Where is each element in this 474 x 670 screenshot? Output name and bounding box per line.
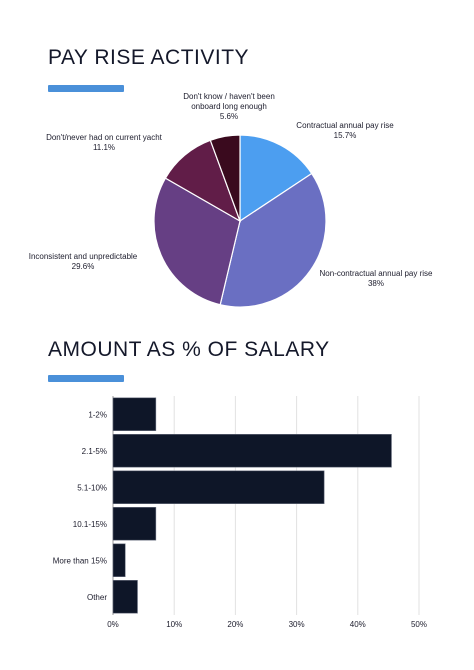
pie-value-contractual: 15.7% xyxy=(334,131,357,140)
category-label-3: 10.1-15% xyxy=(73,520,107,529)
bar-section-title: AMOUNT AS % OF SALARY xyxy=(48,338,330,361)
pie-slice-1 xyxy=(219,172,327,308)
x-tick-label-5: 50% xyxy=(411,620,427,629)
x-tick-label-3: 30% xyxy=(289,620,305,629)
bar-0 xyxy=(112,397,157,431)
x-tick-label-1: 10% xyxy=(166,620,182,629)
category-label-5: Other xyxy=(87,593,107,602)
pie-label-non-contractual: Non-contractual annual pay rise xyxy=(320,269,434,278)
category-label-2: 5.1-10% xyxy=(77,483,107,492)
pie-section-title: PAY RISE ACTIVITY xyxy=(48,46,250,69)
pie-label-never-had: Don't/never had on current yacht xyxy=(46,133,163,142)
bar-2 xyxy=(112,470,325,504)
pie-label-contractual: Contractual annual pay rise xyxy=(296,121,394,130)
bar-1 xyxy=(112,434,392,468)
bar-4 xyxy=(112,543,126,577)
pie-slice-2 xyxy=(153,177,241,306)
category-label-4: More than 15% xyxy=(53,556,107,565)
pie-slice-4 xyxy=(209,134,241,222)
pie-label-dont-know-line-1: Don't know / haven't been xyxy=(183,92,275,101)
x-tick-label-2: 20% xyxy=(227,620,243,629)
bar-title-accent-bar xyxy=(48,375,124,382)
pie-value-never-had: 11.1% xyxy=(93,143,115,152)
pie-label-inconsistent: Inconsistent and unpredictable xyxy=(29,252,138,261)
x-tick-label-0: 0% xyxy=(107,620,119,629)
category-label-0: 1-2% xyxy=(88,410,107,419)
bar-5 xyxy=(112,580,138,614)
pie-value-dont-know: 5.6% xyxy=(220,112,238,121)
category-label-1: 2.1-5% xyxy=(82,447,107,456)
bar-3 xyxy=(112,507,157,541)
pie-slice-0 xyxy=(239,134,313,223)
pie-label-dont-know-line-2: onboard long enough xyxy=(191,102,267,111)
x-tick-label-4: 40% xyxy=(350,620,366,629)
pie-value-inconsistent: 29.6% xyxy=(72,262,95,271)
pie-value-non-contractual: 38% xyxy=(368,279,384,288)
pie-title-accent-bar xyxy=(48,85,124,92)
